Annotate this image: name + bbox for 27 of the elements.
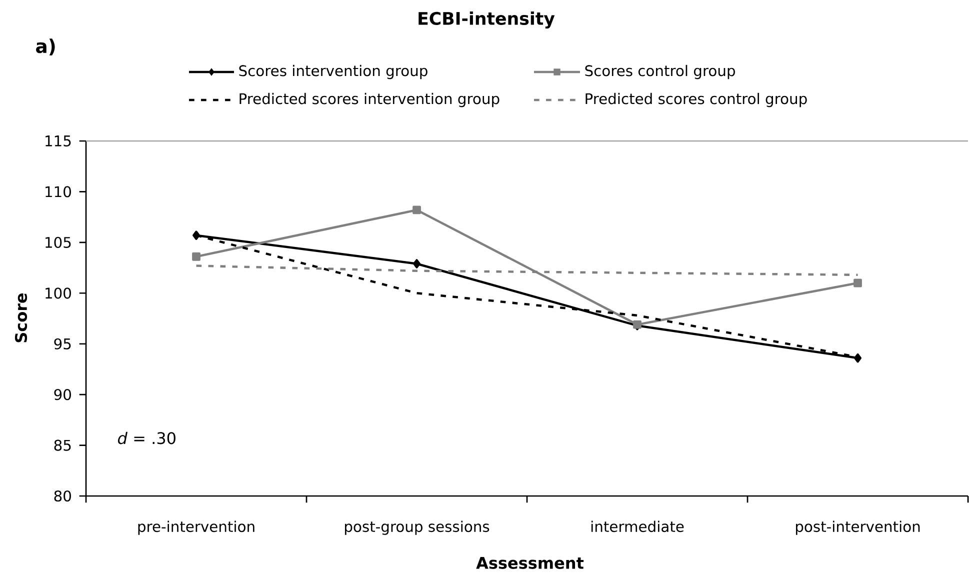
y-tick-label: 95 xyxy=(54,338,71,350)
y-tick-label: 105 xyxy=(46,236,71,248)
point xyxy=(854,278,862,288)
x-tick-label: post-intervention xyxy=(796,520,920,535)
y-tick-label: 80 xyxy=(54,490,71,502)
y-tick-label: 115 xyxy=(46,136,71,146)
x-axis-title: Assessment xyxy=(476,557,584,569)
x-tick-label: pre-intervention xyxy=(138,520,254,535)
y-tick-label: 100 xyxy=(46,288,71,299)
x-tick-label: post-group sessions xyxy=(345,520,490,535)
point xyxy=(413,259,420,268)
point xyxy=(854,353,862,363)
x-tick-label: intermediate xyxy=(591,520,684,532)
y-axis-title: Score xyxy=(14,293,28,342)
annotation: d = .30 xyxy=(118,432,176,444)
y-tick-label: 85 xyxy=(54,440,71,451)
y-tick-label: 90 xyxy=(54,389,71,400)
legend-label: Scores intervention group xyxy=(239,64,428,80)
point xyxy=(192,230,200,240)
point xyxy=(192,252,200,261)
legend-label: Predicted scores intervention group xyxy=(240,92,500,108)
legend-label: Predicted scores control group xyxy=(586,92,807,108)
point xyxy=(412,206,421,214)
text: a) xyxy=(36,38,55,56)
legend-label: Scores control group xyxy=(585,64,735,80)
chart-title: ECBI-intensity xyxy=(418,12,555,28)
y-tick-label: 110 xyxy=(46,186,71,198)
